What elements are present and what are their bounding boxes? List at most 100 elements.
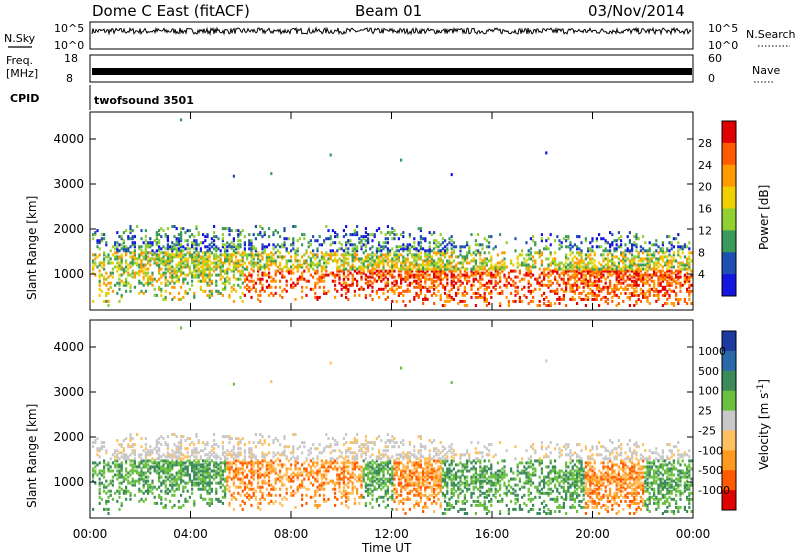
- data-cell: [426, 289, 429, 293]
- data-cell: [668, 253, 671, 257]
- data-cell: [437, 289, 440, 293]
- data-cell: [318, 259, 321, 263]
- data-cell: [604, 285, 607, 289]
- data-cell: [316, 473, 319, 477]
- data-cell: [217, 255, 220, 259]
- data-cell: [309, 451, 312, 455]
- data-cell: [644, 249, 647, 253]
- data-cell: [147, 245, 150, 249]
- data-cell: [378, 263, 381, 267]
- data-cell: [426, 265, 429, 269]
- data-cell: [191, 469, 194, 473]
- data-cell: [615, 273, 618, 277]
- data-cell: [433, 269, 436, 273]
- data-cell: [217, 237, 220, 241]
- data-cell: [474, 249, 477, 253]
- data-cell: [232, 382, 235, 386]
- data-cell: [419, 269, 422, 273]
- data-cell: [334, 241, 337, 245]
- data-cell: [391, 259, 394, 263]
- data-cell: [413, 295, 416, 299]
- data-cell: [301, 243, 304, 247]
- data-cell: [224, 277, 227, 281]
- data-cell: [646, 289, 649, 293]
- data-cell: [593, 269, 596, 273]
- data-cell: [549, 289, 552, 293]
- data-cell: [116, 251, 119, 255]
- data-cell: [224, 485, 227, 489]
- data-cell: [182, 473, 185, 477]
- data-cell: [646, 269, 649, 273]
- data-cell: [107, 299, 110, 303]
- data-cell: [147, 283, 150, 287]
- data-cell: [562, 237, 565, 241]
- data-cell: [657, 261, 660, 265]
- data-cell: [668, 287, 671, 291]
- data-cell: [549, 304, 552, 307]
- data-cell: [180, 451, 183, 455]
- data-cell: [296, 471, 299, 475]
- data-cell: [499, 277, 502, 281]
- data-cell: [144, 247, 147, 251]
- data-cell: [382, 267, 385, 271]
- data-cell: [290, 451, 293, 455]
- data-cell: [406, 289, 409, 293]
- data-cell: [301, 473, 304, 477]
- data-cell: [204, 477, 207, 481]
- data-cell: [248, 253, 251, 257]
- data-cell: [345, 253, 348, 257]
- data-cell: [232, 239, 235, 243]
- data-cell: [140, 229, 143, 233]
- data-cell: [204, 465, 207, 469]
- data-cell: [199, 265, 202, 269]
- data-cell: [182, 281, 185, 285]
- data-cell: [155, 261, 158, 265]
- data-cell: [263, 265, 266, 269]
- data-cell: [666, 302, 669, 305]
- data-cell: [613, 239, 616, 243]
- data-cell: [98, 477, 101, 481]
- data-cell: [193, 477, 196, 481]
- data-cell: [246, 253, 249, 257]
- data-cell: [188, 443, 191, 447]
- data-cell: [224, 465, 227, 469]
- data-cell: [356, 253, 359, 257]
- data-cell: [400, 261, 403, 265]
- data-cell: [140, 289, 143, 293]
- data-cell: [138, 499, 141, 503]
- data-cell: [197, 451, 200, 455]
- data-cell: [397, 269, 400, 273]
- data-cell: [351, 265, 354, 269]
- data-cell: [239, 441, 242, 445]
- data-cell: [314, 263, 317, 267]
- data-cell: [272, 451, 275, 455]
- data-cell: [569, 249, 572, 253]
- data-cell: [193, 273, 196, 277]
- data-cell: [171, 449, 174, 453]
- data-cell: [303, 233, 306, 237]
- data-cell: [281, 481, 284, 485]
- data-cell: [136, 471, 139, 475]
- data-cell: [180, 265, 183, 269]
- data-cell: [639, 263, 642, 267]
- data-cell: [461, 245, 464, 249]
- data-cell: [397, 237, 400, 241]
- data-cell: [131, 275, 134, 279]
- data-cell: [466, 275, 469, 279]
- data-cell: [193, 241, 196, 245]
- data-cell: [391, 257, 394, 261]
- data-cell: [580, 249, 583, 253]
- data-cell: [259, 441, 262, 445]
- data-cell: [230, 453, 233, 457]
- data-cell: [230, 269, 233, 273]
- data-cell: [111, 497, 114, 501]
- data-cell: [250, 503, 253, 507]
- data-cell: [400, 233, 403, 237]
- data-cell: [483, 287, 486, 291]
- data-cell: [382, 261, 385, 265]
- data-cell: [144, 489, 147, 493]
- data-cell: [252, 493, 255, 497]
- data-cell: [120, 235, 123, 239]
- data-cell: [422, 259, 425, 263]
- data-cell: [356, 225, 359, 228]
